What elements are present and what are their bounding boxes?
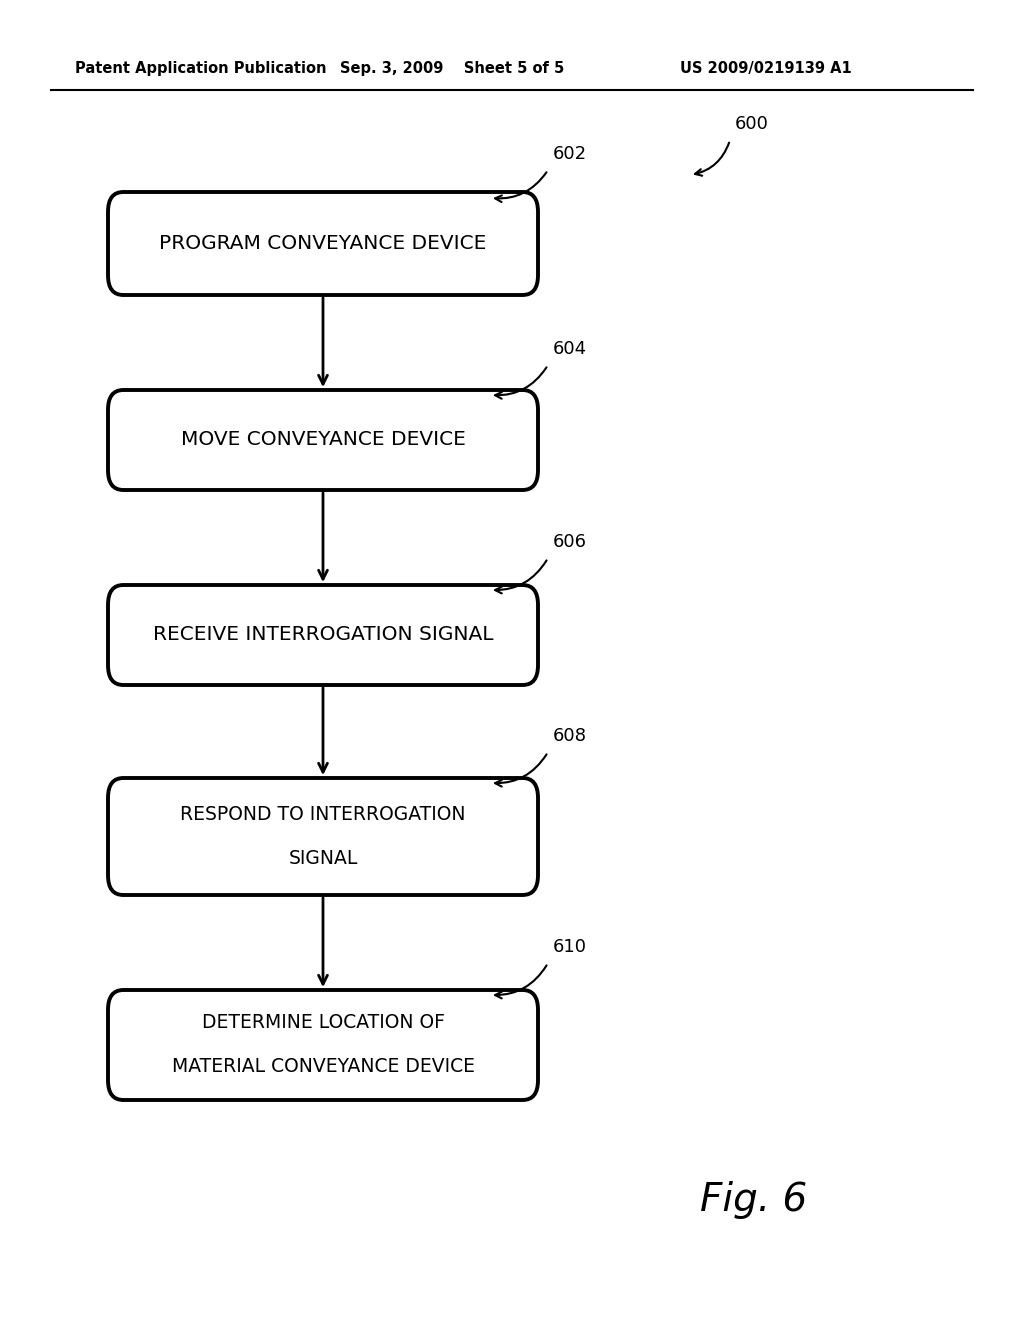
Text: MOVE CONVEYANCE DEVICE: MOVE CONVEYANCE DEVICE	[180, 430, 466, 450]
Text: RESPOND TO INTERROGATION: RESPOND TO INTERROGATION	[180, 805, 466, 824]
Text: PROGRAM CONVEYANCE DEVICE: PROGRAM CONVEYANCE DEVICE	[160, 234, 486, 253]
FancyBboxPatch shape	[108, 777, 538, 895]
FancyBboxPatch shape	[108, 389, 538, 490]
Text: Sep. 3, 2009    Sheet 5 of 5: Sep. 3, 2009 Sheet 5 of 5	[340, 61, 564, 75]
Text: DETERMINE LOCATION OF: DETERMINE LOCATION OF	[202, 1014, 444, 1032]
Text: MATERIAL CONVEYANCE DEVICE: MATERIAL CONVEYANCE DEVICE	[171, 1057, 474, 1077]
Text: SIGNAL: SIGNAL	[289, 849, 357, 869]
Text: Patent Application Publication: Patent Application Publication	[75, 61, 327, 75]
Text: 602: 602	[553, 145, 587, 164]
FancyBboxPatch shape	[108, 191, 538, 294]
Text: 606: 606	[553, 533, 587, 552]
Text: 608: 608	[553, 727, 587, 746]
Text: 600: 600	[735, 115, 769, 133]
Text: Fig. 6: Fig. 6	[700, 1181, 807, 1218]
Text: 610: 610	[553, 939, 587, 957]
Text: RECEIVE INTERROGATION SIGNAL: RECEIVE INTERROGATION SIGNAL	[153, 626, 494, 644]
FancyBboxPatch shape	[108, 990, 538, 1100]
Text: US 2009/0219139 A1: US 2009/0219139 A1	[680, 61, 852, 75]
FancyBboxPatch shape	[108, 585, 538, 685]
Text: 604: 604	[553, 341, 587, 359]
